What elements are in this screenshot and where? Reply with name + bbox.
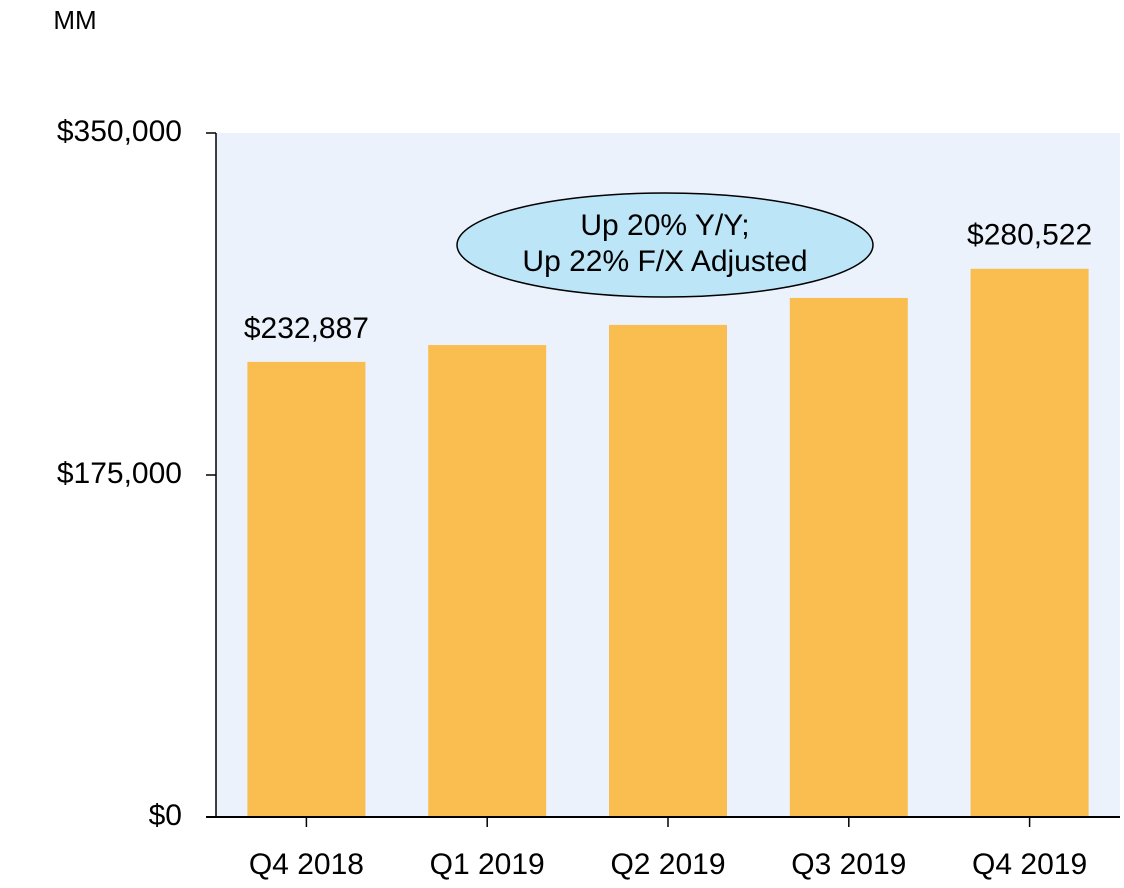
x-tick-label: Q3 2019	[791, 848, 906, 881]
bar	[970, 268, 1089, 817]
y-tick-label: $175,000	[57, 457, 182, 490]
annotation-text: Up 20% Y/Y;	[580, 209, 749, 242]
bar	[609, 324, 727, 817]
data-label: $280,522	[967, 219, 1092, 252]
annotation-bubble	[456, 192, 874, 298]
bar	[428, 345, 547, 817]
x-tick-label: Q1 2019	[430, 848, 545, 881]
bar	[247, 361, 366, 817]
x-tick-label: Q4 2019	[972, 848, 1087, 881]
data-label: $232,887	[244, 312, 369, 345]
bar	[789, 297, 908, 817]
annotation-text: Up 22% F/X Adjusted	[522, 245, 807, 278]
x-tick-label: Q2 2019	[610, 848, 725, 881]
x-tick-label: Q4 2018	[249, 848, 364, 881]
y-tick-label: $0	[149, 799, 182, 832]
y-tick-label: $350,000	[57, 115, 182, 148]
y-axis-label: MM	[53, 5, 96, 35]
